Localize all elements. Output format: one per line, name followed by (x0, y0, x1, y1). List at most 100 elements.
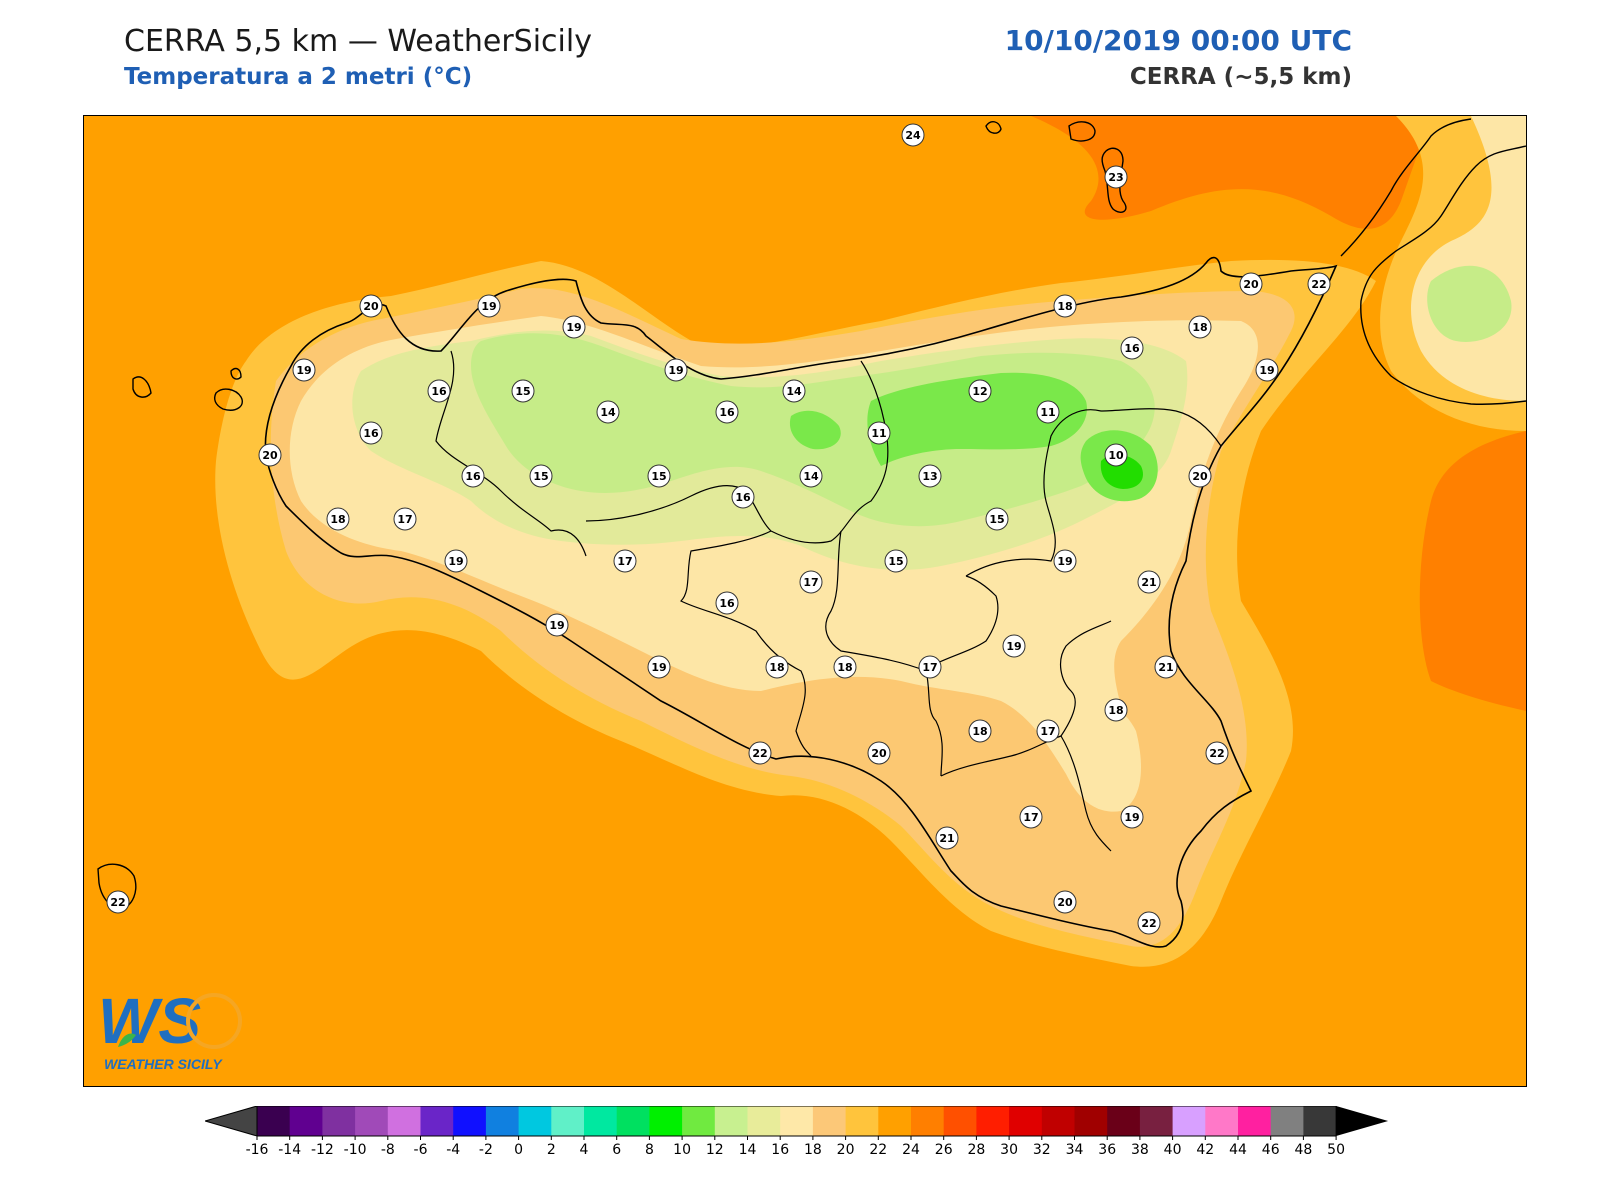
station-marker: 17 (918, 655, 942, 679)
colorbar-canvas: -16 -14 -12 -10 -8 -6 -4 -2 0 2 4 6 8 10 12 14 16 18 20 22 2… (203, 1105, 1389, 1158)
pantelleria-island (97, 863, 137, 910)
station-circle (562, 315, 586, 339)
station-marker: 15 (511, 379, 535, 403)
colorbar-swatch (1074, 1106, 1108, 1136)
station-circle (1120, 805, 1144, 829)
station-circle (867, 741, 891, 765)
station-marker: 19 (545, 613, 569, 637)
colorbar-tick-label: 32 (1033, 1142, 1051, 1158)
nebrodi-zone-12 (789, 410, 841, 450)
station-value: 19 (566, 321, 581, 334)
station-value: 20 (1243, 278, 1259, 291)
station-marker: 19 (292, 358, 316, 382)
colorbar-swatch (649, 1106, 683, 1136)
colorbar-swatch (911, 1106, 945, 1136)
aeolian-islands (985, 121, 1127, 213)
model-label: CERRA (~5,5 km) (1129, 64, 1352, 90)
station-marker: 17 (613, 549, 637, 573)
colorbar-tick-label: -14 (278, 1142, 301, 1158)
station-marker: 17 (1036, 719, 1060, 743)
station-circle (1307, 272, 1331, 296)
station-value: 11 (871, 427, 886, 440)
station-marker: 20 (359, 294, 383, 318)
station-circle (1019, 805, 1043, 829)
colorbar-swatch (682, 1106, 716, 1136)
colorbar-swatch (976, 1106, 1010, 1136)
station-marker: 21 (935, 826, 959, 850)
egadi-islands (132, 367, 243, 411)
station-circle (1188, 315, 1212, 339)
colorbar-swatch (1303, 1106, 1337, 1136)
warm-sea-east (1419, 431, 1526, 711)
station-value: 16 (719, 406, 735, 419)
station-circle (647, 655, 671, 679)
station-circle (901, 123, 925, 147)
station-circle (359, 294, 383, 318)
station-value: 19 (296, 364, 311, 377)
station-marker: 16 (715, 400, 739, 424)
station-marker: 18 (1188, 315, 1212, 339)
station-circle (106, 890, 130, 914)
station-value: 11 (1040, 406, 1055, 419)
colorbar-tick-label: 24 (902, 1142, 920, 1158)
station-marker: 16 (731, 485, 755, 509)
station-marker: 19 (647, 655, 671, 679)
colorbar-swatch (780, 1106, 814, 1136)
colorbar-swatch (485, 1106, 520, 1136)
station-marker: 18 (1104, 698, 1128, 722)
station-value: 18 (1108, 704, 1123, 717)
station-circle (799, 570, 823, 594)
station-marker: 19 (444, 549, 468, 573)
station-marker: 17 (799, 570, 823, 594)
station-circle (1137, 570, 1161, 594)
station-circle (664, 358, 688, 382)
station-value: 15 (888, 555, 903, 568)
station-circle (647, 464, 671, 488)
station-circle (1205, 741, 1229, 765)
station-value: 21 (939, 832, 954, 845)
station-value: 18 (1057, 300, 1072, 313)
station-marker: 13 (918, 464, 942, 488)
colorbar-tick-label: 10 (673, 1142, 691, 1158)
colorbar-tick-label: -12 (311, 1142, 334, 1158)
station-marker: 17 (393, 507, 417, 531)
station-circle (477, 294, 501, 318)
station-value: 19 (1006, 640, 1021, 653)
station-circle (884, 549, 908, 573)
station-marker: 21 (1154, 655, 1178, 679)
colorbar-tick-label: 46 (1262, 1142, 1280, 1158)
station-value: 19 (1124, 811, 1139, 824)
colorbar-tick-label: 20 (837, 1142, 855, 1158)
station-value: 22 (110, 896, 125, 909)
colorbar-swatch (714, 1106, 748, 1136)
colorbar-tick-label: 40 (1164, 1142, 1182, 1158)
station-value: 19 (651, 661, 666, 674)
station-circle (393, 507, 417, 531)
temperature-map: 24 23 20 19 19 18 20 22 18 16 19 19 19 16 15 14 12 14 16 11… (83, 115, 1527, 1087)
colorbar-tick-label: 48 (1294, 1142, 1312, 1158)
colorbar-min-arrow (203, 1105, 258, 1137)
colorbar-swatch (355, 1106, 389, 1136)
colorbar-swatch (551, 1106, 585, 1136)
colorbar-swatch (878, 1106, 912, 1136)
station-circle (1104, 443, 1128, 467)
station-circle (1104, 698, 1128, 722)
station-value: 14 (803, 470, 819, 483)
station-marker: 21 (1137, 570, 1161, 594)
colorbar-tick-label: 12 (706, 1142, 724, 1158)
station-circle (715, 400, 739, 424)
station-marker: 11 (1036, 400, 1060, 424)
colorbar-tick-label: 50 (1327, 1142, 1345, 1158)
station-marker: 19 (1120, 805, 1144, 829)
station-value: 18 (330, 513, 345, 526)
station-circle (1120, 336, 1144, 360)
station-value: 13 (922, 470, 937, 483)
station-value: 18 (1192, 321, 1207, 334)
station-value: 18 (972, 725, 987, 738)
colorbar-legend: -16 -14 -12 -10 -8 -6 -4 -2 0 2 4 6 8 10 12 14 16 18 20 22 2… (203, 1105, 1400, 1166)
colorbar-tick-label: 16 (771, 1142, 789, 1158)
station-circle (596, 400, 620, 424)
colorbar-swatch (616, 1106, 650, 1136)
station-circle (461, 464, 485, 488)
station-value: 14 (600, 406, 616, 419)
